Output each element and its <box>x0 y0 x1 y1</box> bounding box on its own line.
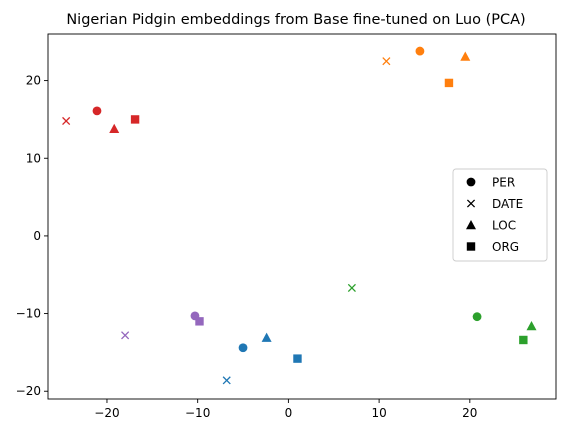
data-point-triangle <box>261 332 272 342</box>
data-point-square <box>293 354 302 363</box>
data-point-triangle <box>526 321 537 331</box>
x-tick-label: 10 <box>371 406 386 420</box>
legend-label: LOC <box>492 219 516 233</box>
x-tick-label: −10 <box>185 406 210 420</box>
plot-area: −20 −10 0 10 20 −20 −10 0 10 20 PER DATE LOC ORG <box>16 33 557 420</box>
x-tick-label: 20 <box>462 406 477 420</box>
data-point-circle <box>238 343 248 353</box>
y-tick-label: 20 <box>26 74 41 88</box>
data-point-triangle <box>109 123 120 133</box>
data-point-circle <box>92 106 102 116</box>
data-point-x <box>382 57 391 66</box>
data-points <box>62 46 537 385</box>
data-point-square <box>519 335 528 345</box>
legend-label: DATE <box>492 197 523 211</box>
y-tick-label: 10 <box>26 151 41 165</box>
y-tick-label: −10 <box>16 307 41 321</box>
data-point-circle <box>415 46 425 56</box>
x-tick-label: −20 <box>94 406 119 420</box>
data-point-x <box>347 283 356 293</box>
legend-label: PER <box>492 176 515 190</box>
data-point-x <box>121 331 130 340</box>
legend-marker-circle <box>466 177 476 187</box>
chart-title: Nigerian Pidgin embeddings from Base fin… <box>66 12 525 28</box>
legend: PER DATE LOC ORG <box>452 168 548 262</box>
legend-box <box>452 168 548 262</box>
data-point-triangle <box>460 51 471 61</box>
data-point-square <box>130 115 140 124</box>
y-tick-label: 0 <box>33 229 41 243</box>
x-tick-label: 0 <box>285 406 293 420</box>
legend-marker-triangle <box>466 220 476 230</box>
data-point-x <box>62 116 71 126</box>
data-point-square <box>444 78 454 88</box>
y-tick-label: −20 <box>16 384 41 398</box>
data-point-x <box>222 376 231 385</box>
axes-frame <box>47 33 557 400</box>
legend-label: ORG <box>492 240 519 254</box>
legend-marker-square <box>466 242 476 251</box>
data-point-circle <box>472 312 482 322</box>
data-point-square <box>195 317 204 326</box>
legend-marker-x <box>466 199 476 208</box>
